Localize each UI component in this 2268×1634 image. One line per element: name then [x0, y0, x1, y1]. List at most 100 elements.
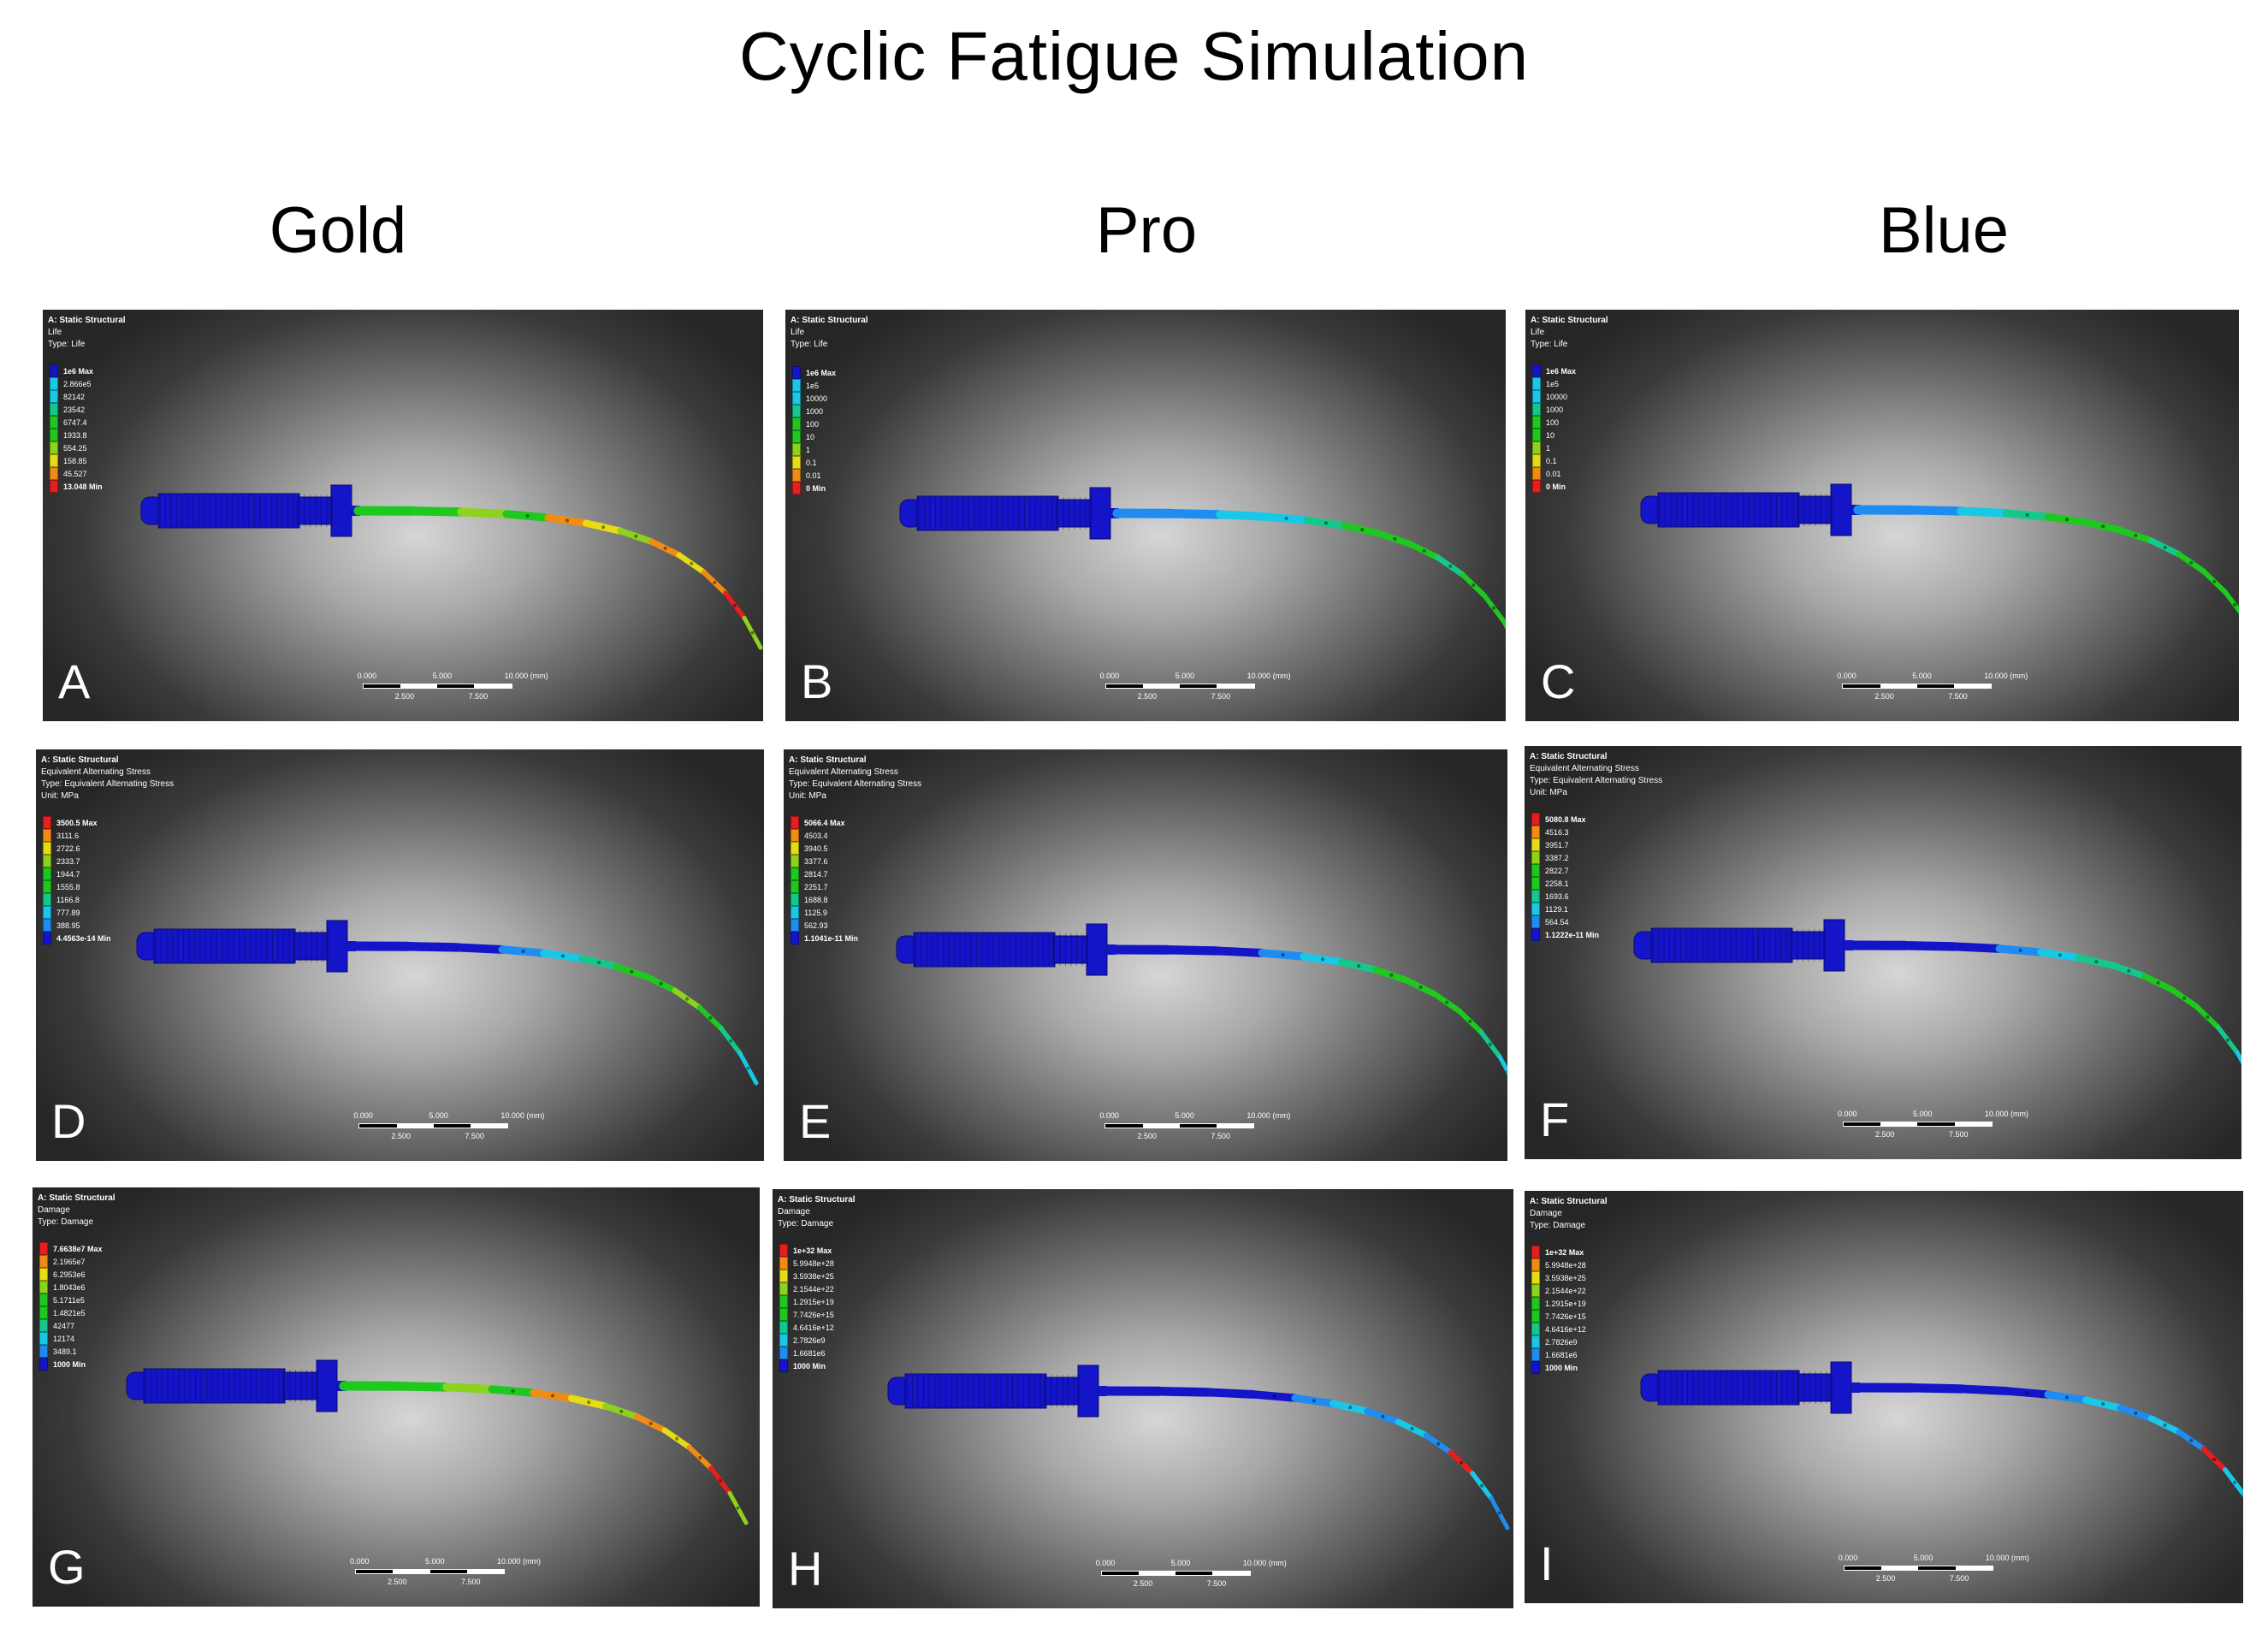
- legend-entry: 2.7826e9: [1531, 1335, 1586, 1348]
- panel-header: A: Static Structural Damage Type: Damage: [38, 1193, 115, 1228]
- legend-swatch: [779, 1334, 788, 1347]
- legend-swatch: [43, 855, 51, 867]
- legend-entry: 6.2953e6: [39, 1268, 103, 1281]
- legend-label: 1.6681e6: [793, 1348, 826, 1358]
- legend-label: 1000: [1546, 405, 1564, 414]
- scale-tick-label: 5.000: [1175, 672, 1195, 680]
- legend-swatch: [779, 1308, 788, 1321]
- legend-entry: 4.4563e-14 Min: [43, 932, 111, 944]
- scale-bar-graphic: [358, 1123, 509, 1128]
- shaft-segment: [1950, 942, 2004, 953]
- simulation-panel-e: A: Static Structural Equivalent Alternati…: [784, 749, 1507, 1161]
- legend-swatch: [50, 441, 58, 454]
- color-legend: 1e6 Max 1e5 10000 1000 100 10 1 0.1 0.01 0 Min: [1532, 364, 1576, 493]
- scale-tick-label: 2.500: [1874, 692, 1894, 701]
- shaft-segment: [2117, 1404, 2155, 1422]
- legend-swatch: [1531, 1310, 1540, 1323]
- shaft-segment: [2216, 1025, 2240, 1056]
- scale-tick-label: 0.000: [1099, 672, 1120, 680]
- legend-label: 1e+32 Max: [1545, 1247, 1584, 1257]
- scale-bar-graphic: [1843, 1566, 1993, 1571]
- simulation-panel-g: A: Static Structural Damage Type: Damage 7.…: [33, 1187, 760, 1607]
- legend-entry: 1e6 Max: [1532, 364, 1576, 377]
- legend-swatch: [792, 456, 801, 469]
- shaft-segment: [442, 1382, 497, 1394]
- file-shaft: [1112, 508, 1506, 630]
- scale-tick-label: 5.000: [1170, 1559, 1191, 1567]
- shaft-segment: [393, 1382, 452, 1392]
- legend-swatch: [50, 467, 58, 480]
- panel-header-line: A: Static Structural: [41, 755, 119, 765]
- legend-entry: 7.6638e7 Max: [39, 1242, 103, 1255]
- scale-tick-label: 5.000: [432, 672, 453, 680]
- shaft-segment: [2081, 518, 2124, 534]
- legend-label: 7.7426e+15: [1545, 1311, 1586, 1321]
- legend-label: 158.85: [63, 456, 87, 465]
- legend-entry: 3387.2: [1531, 851, 1599, 864]
- legend-entry: 158.85: [50, 454, 103, 467]
- panel-header-line: Equivalent Alternating Stress: [1530, 764, 1639, 773]
- legend-swatch: [792, 392, 801, 405]
- legend-entry: 2722.6: [43, 842, 111, 855]
- panel-header-line: A: Static Structural: [1530, 752, 1608, 761]
- panel-letter: D: [51, 1094, 86, 1148]
- endodontic-file-model: [140, 484, 763, 650]
- legend-entry: 5066.4 Max: [791, 816, 858, 829]
- panel-header-line: Damage: [1530, 1209, 1562, 1218]
- legend-entry: 1.2915e+19: [1531, 1297, 1586, 1310]
- legend-swatch: [779, 1257, 788, 1270]
- legend-entry: 13.048 Min: [50, 480, 103, 493]
- legend-entry: 777.89: [43, 906, 111, 919]
- shaft-segment: [582, 519, 625, 535]
- panel-header-line: Type: Life: [791, 340, 828, 349]
- scale-tick-label: 5.000: [1912, 672, 1932, 680]
- legend-entry: 388.95: [43, 919, 111, 932]
- legend-label: 1944.7: [56, 869, 80, 879]
- file-shaft: [1853, 1382, 2243, 1498]
- scale-tick-label: 7.500: [1949, 1574, 1969, 1583]
- panel-header-line: Type: Equivalent Alternating Stress: [1530, 776, 1663, 785]
- shaft-segment: [502, 510, 553, 522]
- panel-header-line: Type: Equivalent Alternating Stress: [41, 779, 175, 789]
- legend-swatch: [791, 906, 799, 919]
- shaft-segment: [643, 974, 678, 994]
- legend-entry: 6747.4: [50, 416, 103, 429]
- legend-label: 1000 Min: [53, 1359, 86, 1369]
- legend-swatch: [791, 919, 799, 932]
- legend-entry: 1.4821e5: [39, 1306, 103, 1319]
- panel-header-line: Unit: MPa: [41, 791, 79, 801]
- legend-swatch: [50, 454, 58, 467]
- legend-entry: 1944.7: [43, 867, 111, 880]
- legend-entry: 1e5: [1532, 377, 1576, 390]
- file-handle: [1640, 1361, 1860, 1414]
- legend-swatch: [43, 906, 51, 919]
- shaft-segment: [1456, 1008, 1483, 1035]
- legend-swatch: [791, 932, 799, 944]
- scale-tick-label: 2.500: [391, 1132, 411, 1140]
- legend-label: 2.1544e+22: [793, 1284, 834, 1294]
- scale-tick-label: 0.000: [1099, 1111, 1119, 1120]
- endodontic-file-model: [887, 1365, 1510, 1530]
- file-handle: [887, 1365, 1107, 1418]
- shaft-segment: [1341, 522, 1383, 537]
- panel-letter: F: [1540, 1092, 1570, 1146]
- legend-entry: 2251.7: [791, 880, 858, 893]
- legend-label: 1688.8: [804, 895, 828, 904]
- simulation-panel-a: A: Static Structural Life Type: Life 1e6 Ma…: [43, 310, 763, 721]
- legend-label: 554.25: [63, 443, 87, 453]
- legend-swatch: [1532, 480, 1541, 493]
- shaft-segment: [613, 962, 651, 980]
- shaft-segment: [617, 527, 655, 545]
- file-shaft: [349, 941, 759, 1086]
- scale-tick-label: 5.000: [425, 1557, 445, 1566]
- legend-entry: 2814.7: [791, 867, 858, 880]
- scale-bar: 0.000 5.000 10.000 (mm) 2.500 7.500: [346, 672, 548, 706]
- shaft-segment: [407, 506, 466, 517]
- legend-swatch: [1531, 1323, 1540, 1335]
- panel-header: A: Static Structural Damage Type: Damage: [1530, 1196, 1608, 1232]
- scale-tick-label: 0.000: [1837, 1110, 1857, 1118]
- shaft-segment: [2141, 973, 2176, 993]
- panel-header-line: Equivalent Alternating Stress: [41, 767, 151, 777]
- shaft-segment: [1249, 1390, 1300, 1402]
- legend-entry: 4.6416e+12: [1531, 1323, 1586, 1335]
